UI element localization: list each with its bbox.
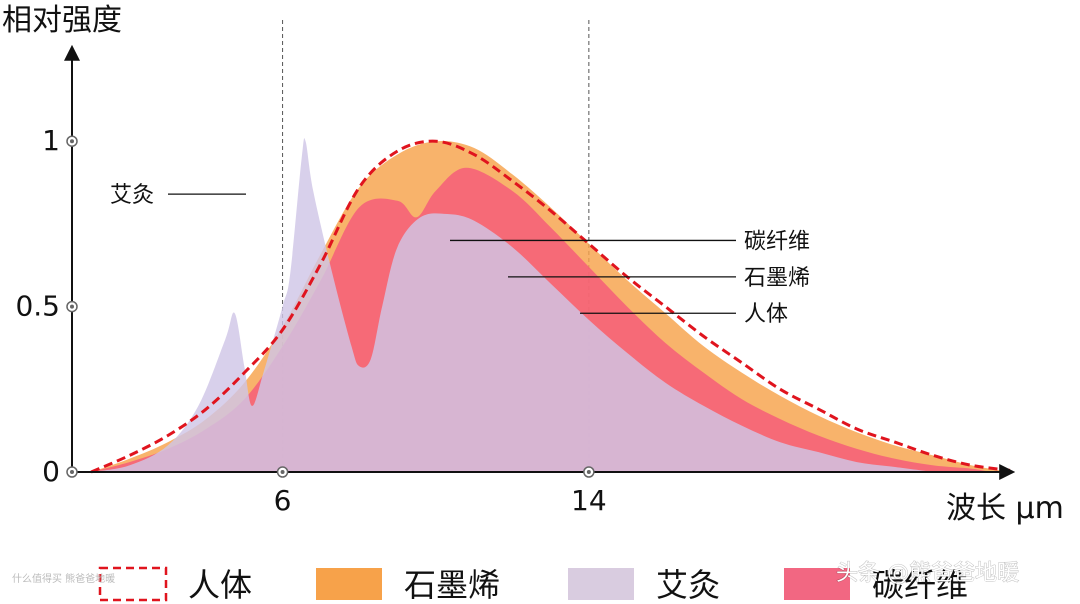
legend-swatch bbox=[784, 568, 850, 600]
x-tick-label: 14 bbox=[571, 484, 607, 517]
watermark-small: 什么值得买 熊爸爸地暖 bbox=[12, 572, 115, 585]
y-tick-dot bbox=[70, 304, 74, 309]
legend-label: 人体 bbox=[188, 566, 252, 604]
series-lines bbox=[90, 139, 1011, 474]
series-area bbox=[91, 138, 934, 472]
y-tick-dot bbox=[70, 470, 74, 474]
y-tick-dot bbox=[70, 139, 74, 144]
annotation-label: 艾灸 bbox=[110, 183, 154, 208]
y-tick-label: 1 bbox=[42, 124, 60, 157]
y-tick-label: 0 bbox=[42, 455, 60, 488]
annotation-label: 碳纤维 bbox=[744, 229, 810, 254]
annotation-label: 人体 bbox=[744, 302, 788, 327]
x-ticks: 6 14 bbox=[274, 466, 607, 517]
x-tick-label: 6 bbox=[274, 484, 292, 517]
series-dashed-line bbox=[90, 139, 1011, 474]
x-tick-dot bbox=[280, 470, 285, 474]
x-tick-dot bbox=[586, 470, 591, 474]
annotation-label: 石墨烯 bbox=[744, 266, 810, 291]
y-ticks: 00.51 bbox=[15, 124, 78, 488]
legend-swatch bbox=[98, 566, 168, 602]
legend-label: 石墨烯 bbox=[404, 566, 500, 604]
watermark-main: 头条 @熊爸爸地暖 bbox=[836, 561, 1019, 586]
legend-label: 碳纤维 bbox=[872, 566, 968, 604]
legend-swatch bbox=[568, 568, 634, 600]
legend-swatch bbox=[316, 568, 382, 600]
y-axis-label: 相对强度 bbox=[2, 3, 122, 38]
y-tick-label: 0.5 bbox=[15, 290, 60, 323]
x-axis-label: 波长 μm bbox=[946, 491, 1064, 526]
legend: 人体 石墨烯 艾灸 碳纤维 bbox=[98, 566, 968, 604]
legend-label: 艾灸 bbox=[656, 566, 720, 604]
series-areas bbox=[91, 138, 1010, 472]
